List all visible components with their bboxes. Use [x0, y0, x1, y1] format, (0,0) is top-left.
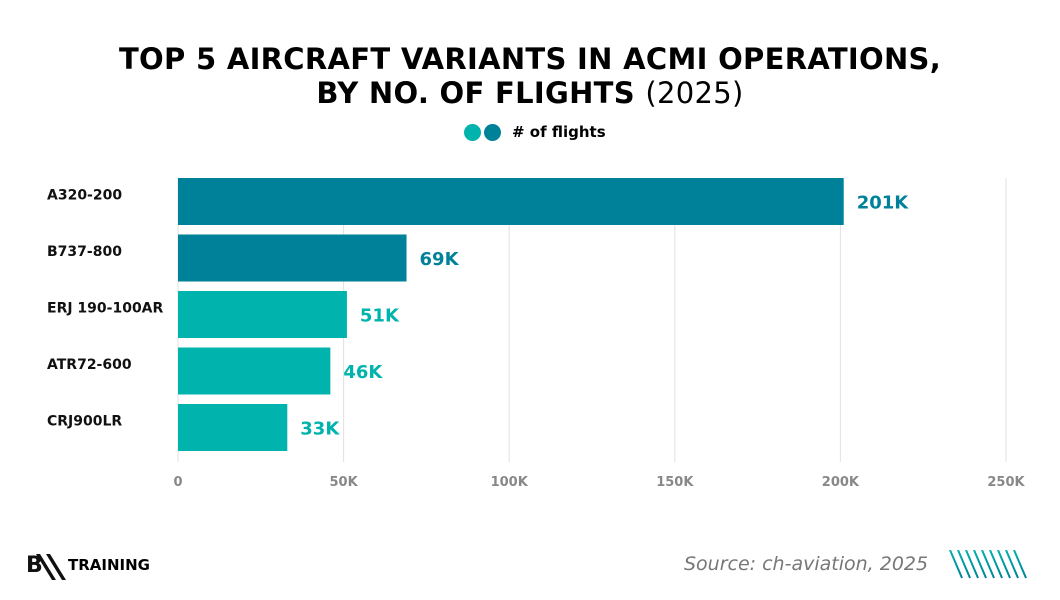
bar [178, 291, 347, 338]
data-label: 69K [420, 249, 460, 270]
x-tick-label: 200K [822, 475, 860, 490]
logo: B TRAINING [26, 550, 150, 580]
x-tick-label: 250K [987, 475, 1025, 490]
y-category-label: ERJ 190-100AR [47, 301, 164, 317]
chart-title-line2: BY NO. OF FLIGHTS (2025) [0, 76, 1060, 110]
bar [178, 347, 331, 395]
stripes-decoration-icon [949, 550, 1027, 579]
y-category-label: CRJ900LR [47, 414, 122, 430]
y-category-label: ATR72-600 [47, 357, 132, 373]
y-category-label: B737-800 [47, 244, 122, 260]
legend-swatch-light [464, 123, 481, 141]
chart-title-main: BY NO. OF FLIGHTS [316, 76, 635, 110]
legend: # of flights [464, 123, 606, 141]
x-tick-label: 100K [491, 475, 529, 490]
data-label: 46K [343, 362, 383, 383]
x-tick-label: 150K [656, 475, 694, 490]
bar [178, 178, 844, 225]
svg-text:B: B [26, 553, 43, 578]
data-label: 51K [360, 306, 400, 327]
x-tick-label: 50K [330, 475, 359, 490]
data-label: 33K [300, 419, 340, 440]
x-tick-label: 0 [173, 475, 182, 490]
data-label: 201K [857, 193, 910, 214]
legend-label: # of flights [512, 123, 606, 141]
chart-title-line1: TOP 5 AIRCRAFT VARIANTS IN ACMI OPERATIO… [118, 42, 942, 76]
logo-text: TRAINING [68, 556, 150, 574]
source-note: Source: ch-aviation, 2025 [684, 553, 929, 575]
y-category-label: A320-200 [47, 188, 122, 204]
logo-mark-icon: B [26, 553, 66, 580]
chart-title-year: (2025) [645, 76, 744, 110]
bar [178, 404, 288, 451]
legend-swatch-dark [484, 123, 501, 141]
bar [178, 234, 407, 282]
